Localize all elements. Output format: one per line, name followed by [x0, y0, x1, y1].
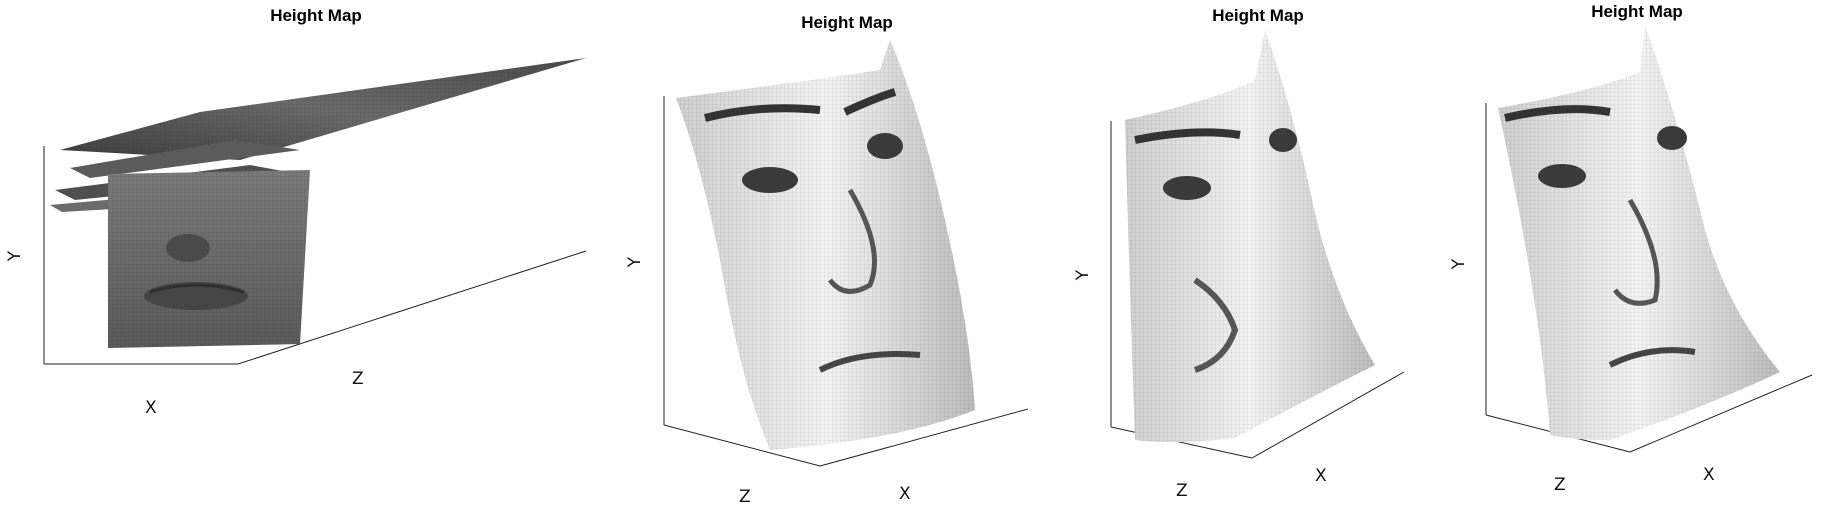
surface-mesh: [1125, 30, 1375, 442]
surface-plot-3: [1075, 0, 1415, 524]
surface-mesh: [50, 58, 586, 348]
surface-plot-2: [620, 0, 1040, 524]
surface-mesh: [676, 40, 975, 450]
x-axis-label: X: [1315, 466, 1327, 486]
z-axis-label: Z: [352, 369, 364, 389]
y-axis-label: Y: [1073, 270, 1093, 280]
subplot-1: Height Map Y X Z: [0, 0, 600, 524]
y-axis-label: Y: [5, 251, 25, 261]
x-axis-label: X: [145, 398, 157, 418]
z-axis-label: Z: [1554, 475, 1566, 495]
z-axis-label: Z: [1176, 481, 1188, 501]
surface-plot-4: [1450, 0, 1822, 524]
subplot-3: Height Map Y Z X: [1075, 0, 1415, 524]
subplot-2: Height Map Y Z X: [620, 0, 1040, 524]
subplot-4: Height Map Y Z X: [1450, 0, 1822, 524]
x-axis-label: X: [1703, 465, 1715, 485]
surface-mesh: [1498, 25, 1780, 440]
x-axis-label: X: [899, 484, 911, 504]
y-axis-label: Y: [1449, 259, 1469, 269]
y-axis-label: Y: [625, 257, 645, 267]
surface-plot-1: [0, 0, 600, 524]
z-axis-label: Z: [739, 487, 751, 507]
